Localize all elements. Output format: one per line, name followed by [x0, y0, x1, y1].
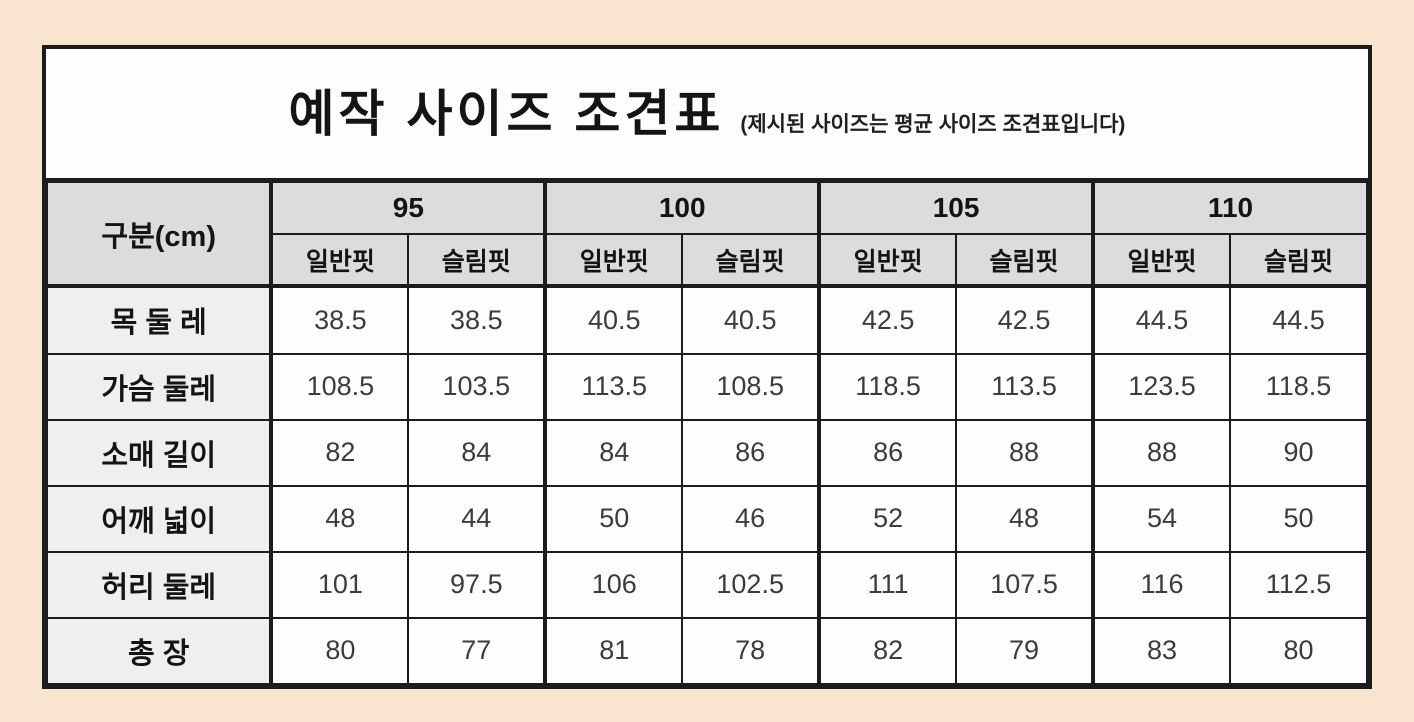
- value-cell: 81: [543, 616, 684, 686]
- value-cell: 113.5: [955, 352, 1095, 421]
- size-group-header: 105: [817, 181, 1095, 235]
- value-cell: 103.5: [407, 352, 547, 421]
- value-cell: 84: [543, 418, 684, 487]
- fit-header: 슬림핏: [955, 233, 1095, 288]
- value-cell: 83: [1091, 616, 1231, 686]
- table-row: 총 장 80 77 81 78 82 79 83 80: [45, 616, 1369, 686]
- row-label-cell: 목 둘 레: [45, 285, 273, 355]
- fit-header: 일반핏: [817, 233, 958, 288]
- size-group-header: 95: [269, 181, 547, 235]
- value-cell: 40.5: [681, 285, 821, 355]
- row-label-cell: 가슴 둘레: [45, 352, 273, 421]
- value-cell: 111: [817, 550, 958, 619]
- value-cell: 42.5: [955, 285, 1095, 355]
- value-cell: 102.5: [681, 550, 821, 619]
- size-chart-table: 예작 사이즈 조견표 (제시된 사이즈는 평균 사이즈 조견표입니다) 구분(c…: [42, 45, 1372, 689]
- value-cell: 90: [1228, 418, 1369, 487]
- value-cell: 86: [681, 418, 821, 487]
- table-row: 허리 둘레 101 97.5 106 102.5 111 107.5 116 112.5: [45, 550, 1369, 619]
- fit-header: 일반핏: [1091, 233, 1231, 288]
- value-cell: 50: [1228, 484, 1369, 553]
- row-label-cell: 소매 길이: [45, 418, 273, 487]
- value-cell: 38.5: [269, 285, 410, 355]
- value-cell: 116: [1091, 550, 1231, 619]
- size-group-header: 100: [543, 181, 821, 235]
- table-header: 구분(cm) 95 100 105 110 일반핏 슬림핏 일반핏 슬림핏 일반핏 슬림핏 일반핏 슬림…: [45, 181, 1369, 288]
- value-cell: 106: [543, 550, 684, 619]
- value-cell: 86: [817, 418, 958, 487]
- value-cell: 44.5: [1228, 285, 1369, 355]
- value-cell: 118.5: [1228, 352, 1369, 421]
- fit-header: 일반핏: [543, 233, 684, 288]
- title-bar: 예작 사이즈 조견표 (제시된 사이즈는 평균 사이즈 조견표입니다): [46, 49, 1368, 181]
- value-cell: 80: [1228, 616, 1369, 686]
- value-cell: 82: [817, 616, 958, 686]
- value-cell: 77: [407, 616, 547, 686]
- header-fit-row: 일반핏 슬림핏 일반핏 슬림핏 일반핏 슬림핏 일반핏 슬림핏: [47, 233, 1369, 288]
- value-cell: 84: [407, 418, 547, 487]
- value-cell: 38.5: [407, 285, 547, 355]
- value-cell: 50: [543, 484, 684, 553]
- value-cell: 88: [955, 418, 1095, 487]
- value-cell: 79: [955, 616, 1095, 686]
- size-group-header: 110: [1091, 181, 1368, 235]
- value-cell: 42.5: [817, 285, 958, 355]
- table-row: 어깨 넓이 48 44 50 46 52 48 54 50: [45, 484, 1369, 553]
- value-cell: 97.5: [407, 550, 547, 619]
- header-group-row: 구분(cm) 95 100 105 110: [45, 181, 1368, 288]
- fit-header: 슬림핏: [407, 233, 547, 288]
- value-cell: 40.5: [543, 285, 684, 355]
- value-cell: 113.5: [543, 352, 684, 421]
- value-cell: 48: [269, 484, 410, 553]
- value-cell: 88: [1091, 418, 1231, 487]
- value-cell: 112.5: [1228, 550, 1369, 619]
- table-row: 목 둘 레 38.5 38.5 40.5 40.5 42.5 42.5 44.5 44.5: [45, 285, 1369, 355]
- value-cell: 118.5: [817, 352, 958, 421]
- value-cell: 80: [269, 616, 410, 686]
- table-row: 소매 길이 82 84 84 86 86 88 88 90: [45, 418, 1369, 487]
- value-cell: 48: [955, 484, 1095, 553]
- corner-header-cell: 구분(cm): [45, 181, 273, 288]
- value-cell: 107.5: [955, 550, 1095, 619]
- value-cell: 101: [269, 550, 410, 619]
- value-cell: 108.5: [269, 352, 410, 421]
- table-body: 목 둘 레 38.5 38.5 40.5 40.5 42.5 42.5 44.5 44.5 가슴 …: [45, 285, 1369, 686]
- value-cell: 44.5: [1091, 285, 1231, 355]
- value-cell: 82: [269, 418, 410, 487]
- size-table: 구분(cm) 95 100 105 110 일반핏 슬림핏 일반핏 슬림핏 일반핏 슬림핏 일반핏 슬림…: [45, 181, 1369, 686]
- value-cell: 78: [681, 616, 821, 686]
- chart-title: 예작 사이즈 조견표: [288, 85, 725, 142]
- value-cell: 123.5: [1091, 352, 1231, 421]
- fit-header: 일반핏: [269, 233, 410, 288]
- value-cell: 44: [407, 484, 547, 553]
- value-cell: 46: [681, 484, 821, 553]
- value-cell: 52: [817, 484, 958, 553]
- row-label-cell: 허리 둘레: [45, 550, 273, 619]
- row-label-cell: 총 장: [45, 616, 273, 686]
- chart-subtitle: (제시된 사이즈는 평균 사이즈 조견표입니다): [740, 112, 1126, 136]
- row-label-cell: 어깨 넓이: [45, 484, 273, 553]
- fit-header: 슬림핏: [681, 233, 821, 288]
- fit-header: 슬림핏: [1228, 233, 1369, 288]
- value-cell: 54: [1091, 484, 1231, 553]
- table-row: 가슴 둘레 108.5 103.5 113.5 108.5 118.5 113.5 123.5…: [45, 352, 1369, 421]
- value-cell: 108.5: [681, 352, 821, 421]
